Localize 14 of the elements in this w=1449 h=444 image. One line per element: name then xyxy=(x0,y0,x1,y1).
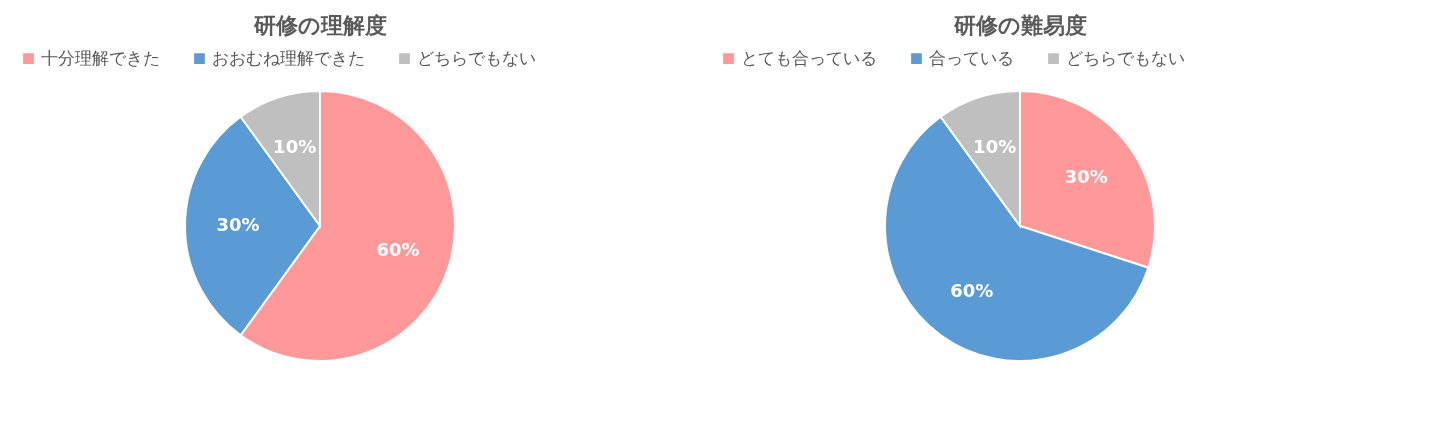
data-label: 30% xyxy=(216,214,260,235)
legend-label: 十分理解できた xyxy=(41,47,160,68)
chart-title: 研修の難易度 xyxy=(952,13,1087,38)
legend-label: とても合っている xyxy=(741,47,877,68)
data-label: 30% xyxy=(1064,165,1108,187)
legend-label: おおむね理解できた xyxy=(212,47,365,68)
data-label: 60% xyxy=(950,280,994,302)
legend-label: 合っている xyxy=(929,47,1014,68)
chart-title: 研修の理解度 xyxy=(252,13,387,38)
data-label: 60% xyxy=(376,239,420,261)
legend-label: どちらでもない xyxy=(1066,47,1185,68)
data-label: 10% xyxy=(973,136,1017,158)
legend-label: どちらでもない xyxy=(417,47,536,68)
data-label: 10% xyxy=(273,136,317,158)
